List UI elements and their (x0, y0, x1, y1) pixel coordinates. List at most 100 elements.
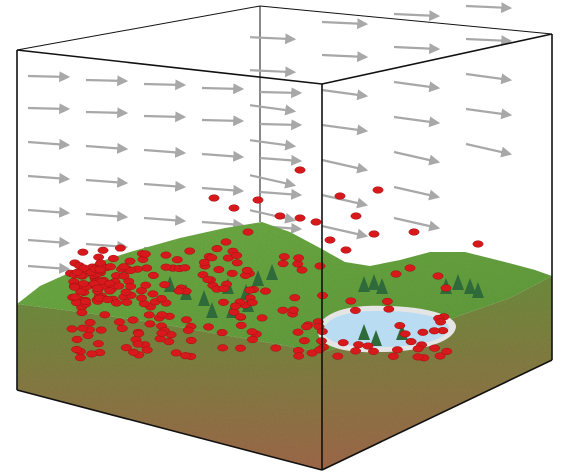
wind-arrow (27, 236, 71, 248)
particle (75, 288, 87, 296)
particle (332, 352, 344, 360)
particle (256, 314, 268, 322)
wind-arrow (393, 115, 441, 128)
particle (220, 238, 232, 246)
wind-arrow (393, 216, 441, 232)
wind-arrow (85, 142, 129, 154)
box-outline (16, 33, 553, 471)
particle (349, 306, 361, 314)
particle (211, 245, 223, 253)
particle (107, 254, 119, 263)
particle (278, 253, 290, 261)
particle (242, 228, 254, 236)
particle (120, 344, 132, 352)
particle (163, 338, 175, 346)
wind-arrow (27, 138, 71, 150)
particle (247, 336, 258, 344)
particle (350, 347, 362, 355)
particle (383, 305, 395, 313)
box-back-top-left-edge (16, 5, 261, 51)
particle (289, 294, 301, 302)
particle (246, 328, 258, 336)
particle (92, 340, 104, 348)
particle (140, 281, 152, 289)
particle (294, 214, 306, 222)
wind-arrow (27, 206, 71, 218)
particle (77, 248, 89, 256)
wind-arrow (143, 111, 187, 123)
particle (230, 302, 241, 310)
particle (182, 326, 194, 334)
tree-icon (266, 264, 278, 280)
particle (441, 347, 453, 355)
wind-arrow (85, 107, 129, 119)
particle (160, 251, 172, 259)
particle (362, 342, 374, 350)
particle (86, 350, 98, 358)
particle (235, 321, 247, 329)
particle (147, 271, 159, 279)
particle (95, 326, 107, 334)
particle (144, 320, 156, 328)
particle (472, 240, 484, 248)
wind-arrow (143, 146, 187, 158)
particle (428, 327, 440, 335)
particle (235, 344, 246, 352)
particle (171, 256, 183, 264)
particle (208, 194, 220, 202)
particle (202, 275, 214, 284)
particle (368, 347, 379, 355)
particle (213, 266, 225, 274)
wind-arrow (85, 75, 129, 87)
wind-arrow (393, 80, 441, 93)
particle (391, 346, 403, 354)
particle (296, 266, 308, 274)
tree-icon (358, 276, 370, 292)
particle (125, 282, 137, 290)
particle (124, 257, 136, 265)
wind-arrow (465, 142, 513, 158)
particle (241, 266, 253, 274)
particle (118, 272, 130, 280)
box-top-front-edge (16, 49, 323, 85)
wind-arrow (27, 262, 71, 274)
particle (206, 254, 218, 262)
particle (345, 297, 357, 305)
particle (185, 336, 197, 345)
wind-arrow (259, 188, 303, 200)
particle (77, 280, 89, 288)
particle (113, 282, 125, 290)
particle (128, 348, 140, 356)
particle (77, 324, 89, 332)
particle (334, 192, 346, 200)
wind-arrow (249, 174, 297, 189)
particle (102, 296, 114, 304)
particle (180, 352, 192, 360)
particle (170, 349, 182, 357)
particle (399, 330, 411, 338)
wind-arrow (321, 18, 369, 30)
wind-arrow (321, 224, 369, 240)
particle (184, 247, 196, 255)
particle (310, 218, 322, 226)
particle (390, 270, 402, 278)
particle (293, 352, 305, 360)
particle (160, 263, 172, 271)
wind-arrow (27, 172, 71, 184)
particle (198, 258, 210, 266)
particle (136, 294, 148, 302)
terrain-left-face (17, 304, 322, 470)
wind-arrow (393, 43, 441, 55)
particle (277, 306, 289, 314)
lake-water (323, 310, 449, 348)
wind-arrow (143, 79, 187, 91)
particle (270, 344, 282, 352)
particle (156, 329, 168, 337)
particle (69, 293, 81, 301)
terrain-right-face (322, 276, 552, 470)
particle (133, 330, 145, 338)
particle (405, 338, 417, 346)
wind-arrow (321, 158, 369, 174)
particle (147, 290, 159, 298)
